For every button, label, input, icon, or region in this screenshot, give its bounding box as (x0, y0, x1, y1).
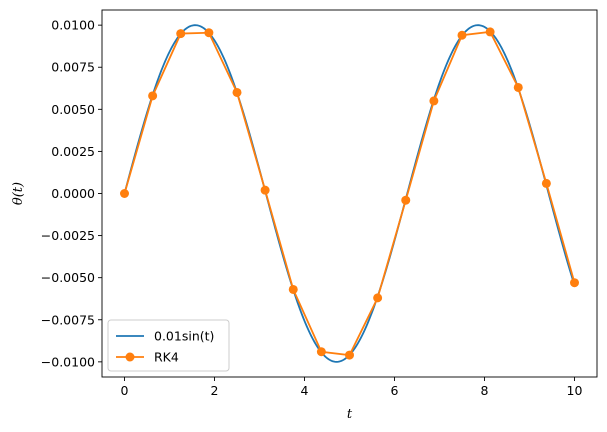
y-tick-label: −0.0050 (41, 270, 95, 285)
y-tick-label: −0.0075 (41, 312, 95, 327)
rk4-point (148, 91, 158, 101)
x-tick-label: 0 (121, 383, 129, 398)
y-tick-label: 0.0000 (51, 186, 95, 201)
plot-frame (101, 9, 598, 378)
rk4-point (485, 27, 495, 37)
legend-label-sine: 0.01sin(t) (154, 329, 214, 344)
axes (101, 9, 598, 378)
x-tick-label: 2 (211, 383, 219, 398)
legend-box (107, 319, 230, 372)
rk4-point (429, 96, 439, 106)
rk4-point (120, 189, 129, 198)
rk4-point (401, 195, 411, 205)
y-tick-label: 0.0050 (51, 102, 95, 117)
rk4-point (570, 278, 579, 288)
rk4-point (288, 284, 298, 294)
rk4-point (204, 28, 214, 38)
ticks-layer: 0 2 4 6 8 10 −0.0100 −0.0075 −0.0050 −0.0025 0.000… (41, 18, 583, 398)
y-tick-label: 0.0075 (51, 60, 95, 75)
rk4-point (232, 87, 242, 97)
rk4-point (541, 178, 551, 188)
y-tick-label: −0.0100 (41, 354, 95, 369)
rk4-point (373, 293, 383, 303)
x-tick-label: 4 (301, 383, 309, 398)
rk4-point (260, 185, 270, 195)
rk4-point (457, 30, 467, 40)
rk4-point (176, 29, 186, 39)
x-tick-label: 10 (567, 383, 583, 398)
legend-label-rk4: RK4 (154, 350, 179, 365)
rk4-point (513, 82, 523, 92)
rk4-point (316, 347, 326, 357)
x-tick-label: 8 (481, 383, 489, 398)
rk4-point (345, 350, 354, 360)
y-tick-label: 0.0100 (51, 18, 95, 33)
x-axis-label: t (347, 407, 353, 422)
legend-marker-rk4 (125, 352, 135, 362)
legend: 0.01sin(t) RK4 (107, 319, 230, 372)
series-layer (120, 24, 579, 363)
y-axis-label: θ(t) (11, 182, 26, 205)
y-tick-label: 0.0025 (51, 144, 95, 159)
y-tick-label: −0.0025 (41, 228, 95, 243)
x-tick-label: 6 (391, 383, 399, 398)
